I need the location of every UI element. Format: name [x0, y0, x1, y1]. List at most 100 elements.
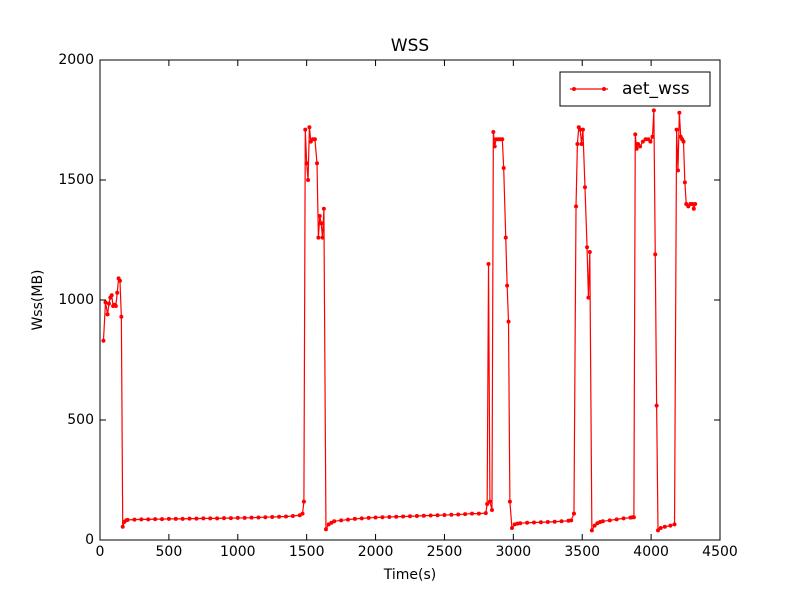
- data-point: [132, 517, 137, 522]
- data-point: [693, 202, 698, 206]
- data-point: [235, 515, 240, 520]
- data-point: [307, 125, 312, 130]
- data-point: [690, 202, 695, 206]
- x-tick-label: 1000: [220, 544, 256, 560]
- data-point: [153, 517, 158, 522]
- data-point: [242, 515, 247, 520]
- data-point: [435, 513, 440, 518]
- data-point: [638, 144, 643, 149]
- data-point: [222, 516, 226, 521]
- x-tick-label: 4000: [633, 544, 669, 560]
- data-point: [113, 304, 118, 308]
- data-point: [277, 514, 282, 519]
- data-point: [173, 516, 178, 521]
- data-point: [532, 520, 536, 525]
- data-point: [607, 518, 612, 523]
- data-point: [500, 137, 505, 142]
- data-point: [180, 516, 185, 521]
- data-point: [160, 517, 164, 522]
- data-point: [428, 513, 433, 518]
- x-tick-label: 2500: [427, 544, 463, 560]
- x-axis-label: Time(s): [383, 567, 436, 583]
- data-point: [587, 250, 592, 254]
- data-point: [301, 499, 306, 504]
- data-point: [463, 512, 468, 517]
- y-tick-label: 1000: [58, 292, 94, 308]
- data-point: [284, 514, 288, 519]
- data-point: [201, 516, 206, 521]
- y-axis-label: Wss(MB): [30, 269, 46, 330]
- data-point: [691, 206, 696, 211]
- data-point: [125, 517, 130, 522]
- x-tick-label: 2000: [358, 544, 394, 560]
- legend-label: aet_wss: [622, 79, 690, 99]
- data-point: [552, 519, 557, 524]
- data-point: [483, 511, 488, 516]
- data-point: [366, 515, 371, 520]
- data-point: [650, 134, 655, 139]
- data-point: [442, 513, 447, 518]
- y-tick-label: 500: [67, 412, 94, 428]
- data-point: [270, 514, 275, 519]
- data-point: [476, 511, 481, 516]
- data-point: [187, 516, 192, 521]
- x-tick-label: 3500: [564, 544, 600, 560]
- data-point: [525, 520, 530, 525]
- data-point: [339, 518, 344, 523]
- data-point: [633, 132, 638, 137]
- data-point: [621, 516, 626, 521]
- data-point: [387, 514, 392, 519]
- data-point: [505, 283, 510, 288]
- data-point: [401, 514, 406, 519]
- data-point: [634, 146, 639, 151]
- data-point: [675, 168, 680, 173]
- data-point: [586, 295, 591, 300]
- x-tick-label: 1500: [289, 544, 325, 560]
- data-point: [300, 511, 305, 516]
- data-point: [571, 511, 576, 516]
- data-point: [408, 514, 412, 519]
- data-point: [491, 130, 496, 134]
- data-point: [569, 518, 574, 523]
- data-point: [575, 142, 580, 146]
- data-point: [106, 301, 111, 306]
- data-point: [486, 262, 491, 266]
- legend-marker: [602, 87, 606, 91]
- data-point: [589, 528, 594, 533]
- data-point: [507, 499, 512, 504]
- data-point: [674, 127, 679, 132]
- data-point: [306, 178, 311, 182]
- data-point: [485, 502, 490, 506]
- plot-frame: [99, 59, 721, 541]
- data-point: [117, 278, 122, 283]
- data-point: [394, 514, 399, 519]
- data-point: [578, 127, 583, 132]
- data-point: [614, 517, 619, 522]
- data-point: [101, 338, 106, 343]
- data-point: [656, 528, 660, 533]
- data-point: [352, 516, 357, 521]
- data-point: [115, 290, 120, 295]
- data-point: [249, 515, 254, 520]
- data-point: [509, 526, 514, 530]
- data-point: [631, 515, 636, 520]
- data-point: [316, 235, 321, 240]
- data-point: [492, 144, 497, 149]
- data-point: [668, 523, 673, 528]
- data-point: [470, 511, 474, 516]
- data-point: [582, 185, 587, 190]
- data-point: [456, 512, 461, 517]
- data-point: [373, 515, 378, 520]
- data-point: [654, 403, 659, 408]
- data-point: [303, 127, 308, 132]
- data-point: [323, 527, 328, 532]
- data-point: [506, 319, 511, 324]
- data-point: [600, 519, 605, 524]
- data-point: [682, 180, 687, 185]
- data-point: [545, 520, 550, 524]
- data-point: [677, 110, 682, 115]
- data-point: [592, 523, 597, 528]
- data-point: [380, 515, 385, 520]
- data-point: [421, 513, 426, 518]
